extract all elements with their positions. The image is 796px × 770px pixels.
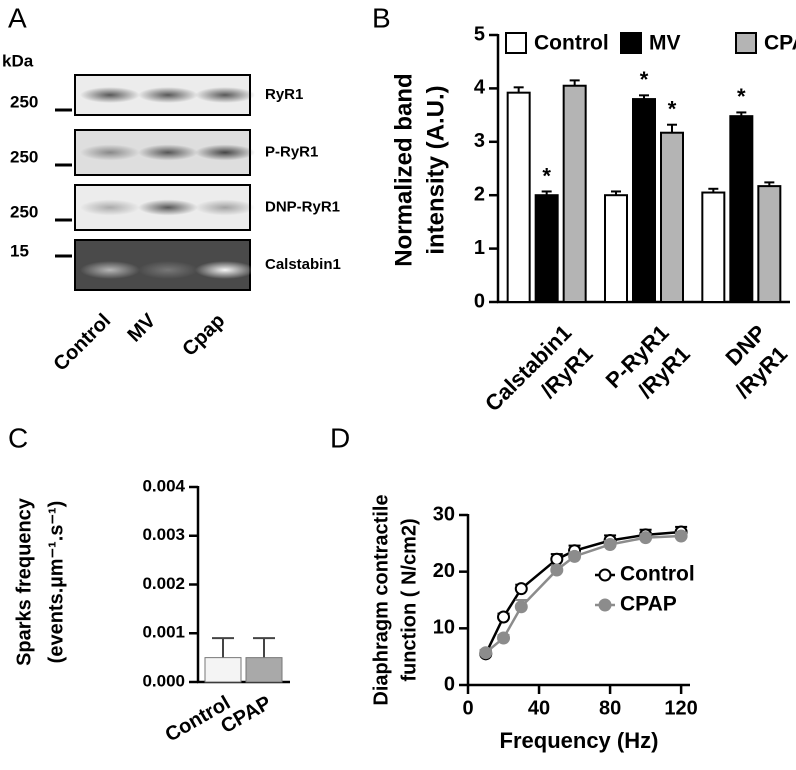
legend-label: CPAP xyxy=(764,32,796,55)
blot-band xyxy=(80,261,140,279)
data-point xyxy=(603,537,617,551)
blot-band xyxy=(138,144,198,161)
y-tick-label: 10 xyxy=(433,617,455,639)
lane-label: Cpap xyxy=(178,310,229,361)
y-axis-label: intensity (A.U.) xyxy=(422,85,449,254)
data-point xyxy=(514,582,528,596)
lane-label: MV xyxy=(124,309,161,346)
chart-panel: C Sparks frequency (events.µm⁻¹.s⁻¹) 0.000 0… xyxy=(8,422,290,746)
y-tick-label: 0.004 xyxy=(142,476,185,495)
x-axis-label: Frequency (Hz) xyxy=(500,728,659,753)
legend-label: CPAP xyxy=(620,593,677,616)
data-point xyxy=(497,631,511,645)
bar xyxy=(701,191,726,303)
legend-label: Control xyxy=(534,32,609,55)
bar xyxy=(204,657,242,683)
bar xyxy=(729,115,754,303)
significance-mark: * xyxy=(737,84,746,109)
data-point xyxy=(550,552,564,566)
blot-row-label: RyR1 xyxy=(265,86,303,103)
blot-band xyxy=(195,199,255,216)
x-tick-label: 40 xyxy=(528,697,550,719)
error-bar xyxy=(212,637,234,658)
blot-row-label: P-RyR1 xyxy=(265,143,318,160)
data-point xyxy=(568,549,582,563)
x-tick-label: 80 xyxy=(599,697,621,719)
y-axis-label: function ( N/cm2) xyxy=(398,518,420,681)
chart-panel: D Diaphragm contractile function ( N/cm2) 0… xyxy=(330,422,698,752)
blot-row-label: Calstabin1 xyxy=(265,256,341,273)
blot-band xyxy=(80,199,140,216)
y-tick-label: 0.001 xyxy=(142,623,185,642)
y-axis-label: Diaphragm contractile xyxy=(370,494,392,705)
data-point xyxy=(497,610,511,624)
data-point xyxy=(639,531,653,545)
y-axis-label: (events.µm⁻¹.s⁻¹) xyxy=(45,501,67,664)
y-tick-label: 0 xyxy=(474,290,485,312)
bar xyxy=(506,91,531,303)
legend-label: Control xyxy=(620,563,695,586)
bar xyxy=(632,98,656,303)
bar xyxy=(757,185,782,303)
y-tick-label: 0.000 xyxy=(142,671,185,690)
x-tick-label: 0 xyxy=(462,697,473,719)
y-tick-label: 0.002 xyxy=(142,574,185,593)
legend-swatch xyxy=(735,32,757,54)
blot-band xyxy=(195,87,255,103)
panel-letter: C xyxy=(8,422,28,453)
y-tick-label: 30 xyxy=(433,503,455,525)
data-point xyxy=(514,600,528,614)
chart-panel: B Normalized band intensity (A.U.) 0 1 2 3 4 5 Co… xyxy=(372,2,796,416)
significance-mark: * xyxy=(542,163,551,188)
legend-marker xyxy=(598,568,612,582)
bar xyxy=(562,84,587,304)
legend-swatch xyxy=(505,32,527,54)
blot-band xyxy=(80,87,140,103)
bar xyxy=(245,657,283,683)
blot-band xyxy=(138,199,198,216)
significance-mark: * xyxy=(640,67,649,92)
panel-letter: B xyxy=(372,2,391,33)
lane-label: Control xyxy=(49,310,115,376)
legend-marker xyxy=(598,598,612,612)
y-tick-label: 20 xyxy=(433,560,455,582)
y-tick-label: 1 xyxy=(474,237,485,259)
unit-label: kDa xyxy=(2,51,34,70)
y-axis-label: Sparks frequency xyxy=(13,497,35,666)
blot-band xyxy=(195,261,255,279)
bar xyxy=(534,194,559,303)
mw-marker-label: 15 xyxy=(10,241,29,260)
bar xyxy=(604,194,628,303)
mw-marker-label: 250 xyxy=(10,147,38,166)
panel-letter: A xyxy=(8,2,27,33)
error-bar xyxy=(253,637,275,658)
x-tick-label: 120 xyxy=(664,697,697,719)
data-point xyxy=(674,529,688,543)
y-tick-label: 5 xyxy=(474,23,485,45)
blot-band xyxy=(80,144,140,161)
legend-swatch xyxy=(620,32,642,54)
legend-label: MV xyxy=(649,32,681,55)
y-tick-label: 2 xyxy=(474,183,485,205)
y-tick-label: 4 xyxy=(474,77,486,99)
blot-band xyxy=(138,261,198,279)
mw-marker-label: 250 xyxy=(10,92,38,111)
error-bar xyxy=(667,123,677,133)
bar xyxy=(660,131,684,303)
panel-letter: D xyxy=(330,422,350,453)
blot-row-label: DNP-RyR1 xyxy=(265,198,340,215)
significance-mark: * xyxy=(668,97,677,122)
blot-band xyxy=(138,87,198,103)
y-tick-label: 3 xyxy=(474,130,485,152)
data-point xyxy=(550,563,564,577)
blot-band xyxy=(195,144,255,161)
mw-marker-label: 250 xyxy=(10,202,38,221)
y-axis-label: Normalized band xyxy=(390,73,417,266)
y-tick-label: 0.003 xyxy=(142,525,185,544)
data-point xyxy=(479,646,493,660)
y-tick-label: 0 xyxy=(444,673,455,695)
